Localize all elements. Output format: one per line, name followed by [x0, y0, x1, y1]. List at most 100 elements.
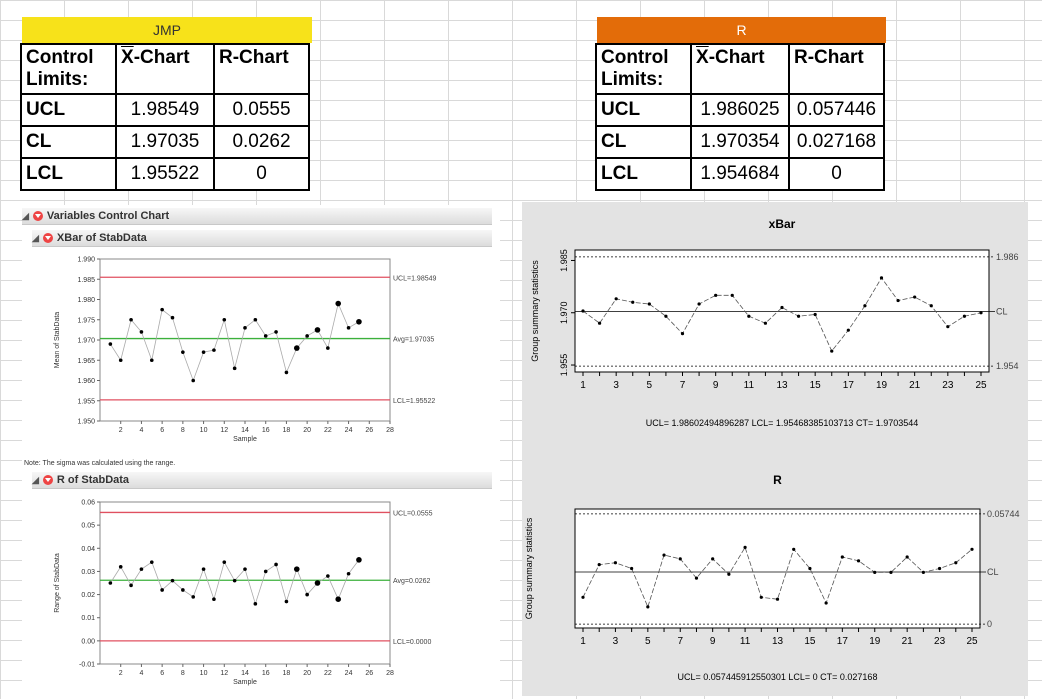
data-point [181, 588, 185, 592]
x-axis-label: Sample [233, 436, 257, 443]
x-tick-label: 2 [119, 427, 123, 434]
x-axis-label: Sample [233, 679, 257, 686]
ucl-right-label: 0.05744 [987, 509, 1020, 519]
col-xbar-chart: X-Chart [690, 43, 790, 95]
data-point [946, 325, 950, 329]
x-tick-label: 15 [804, 636, 816, 647]
data-point [346, 571, 351, 576]
x-tick-label: 5 [647, 380, 653, 391]
data-point [597, 321, 602, 325]
data-point [314, 327, 321, 333]
lcl-right-label: 1.954 [996, 361, 1019, 371]
y-tick-label: 1.990 [77, 257, 95, 264]
data-point [863, 304, 867, 308]
x-tick-label: 6 [160, 427, 164, 434]
y-tick-label: 1.955 [77, 398, 95, 405]
data-point [714, 293, 718, 297]
data-point [879, 276, 884, 280]
x-tick-label: 19 [869, 636, 881, 647]
x-tick-label: 6 [160, 670, 164, 677]
jmp-r-chart: -0.010.000.010.020.030.040.050.062 4 6 8 10 1… [54, 500, 433, 687]
jmp-limits-table: Control Limits: X-Chart R-Chart UCL 1.98… [20, 43, 310, 191]
data-point [326, 346, 330, 350]
x-tick-label: 7 [680, 380, 686, 391]
data-point [274, 330, 278, 334]
x-tick-label: 24 [345, 427, 353, 434]
x-tick-label: 8 [181, 670, 185, 677]
data-point [581, 309, 585, 313]
y-tick-label: 1.985 [559, 249, 569, 272]
control-limit-label: Avg=1.97035 [393, 337, 434, 344]
y-axis-label: Mean of StabData [54, 312, 61, 369]
r-outline-bar[interactable]: ◢ R of StabData [32, 472, 492, 489]
data-point [614, 297, 618, 301]
x-tick-label: 9 [713, 380, 719, 391]
y-tick-label: 0.03 [81, 569, 95, 576]
x-tick-label: 16 [262, 427, 270, 434]
y-tick-label: 0.05 [81, 523, 95, 530]
data-point [962, 314, 967, 318]
r-plot-panel: xBar 1.986 CL 1.954 1.955 1.970 1.985 1 3 5 7 9 11 13… [522, 202, 1028, 696]
plot-frame [99, 501, 391, 665]
data-point [759, 595, 763, 599]
plot-frame [574, 508, 981, 629]
xbar-symbol: X [696, 47, 709, 68]
xbar-outline-bar[interactable]: ◢ XBar of StabData [32, 230, 492, 247]
data-point [808, 566, 812, 571]
ucl-right-label: 1.986 [996, 252, 1019, 262]
data-point [937, 566, 942, 571]
disclosure-icon[interactable]: ◢ [22, 210, 29, 221]
y-tick-label: 1.950 [77, 419, 95, 426]
x-tick-label: 26 [365, 670, 373, 677]
x-tick-label: 15 [810, 380, 822, 391]
x-tick-label: 12 [220, 427, 228, 434]
data-point [743, 545, 747, 549]
data-point [139, 567, 144, 571]
data-point [274, 562, 278, 567]
r-limits-table: Control Limits: X-Chart R-Chart UCL 1.98… [595, 43, 885, 191]
data-point [792, 547, 796, 551]
x-tick-label: 7 [677, 636, 683, 647]
variables-control-chart-bar[interactable]: ◢ Variables Control Chart [22, 208, 492, 225]
data-point [680, 332, 685, 336]
y-tick-label: 1.980 [77, 297, 95, 304]
x-tick-label: 16 [262, 670, 270, 677]
table-row: LCL 1.95522 0 [20, 157, 310, 191]
col-r-chart: R-Chart [213, 43, 310, 95]
data-point [647, 302, 651, 306]
jmp-report-panel: ◢ Variables Control Chart ◢ XBar of Stab… [22, 205, 500, 699]
x-tick-label: 25 [966, 636, 978, 647]
x-tick-label: 1 [580, 380, 586, 391]
red-triangle-menu-icon[interactable] [42, 233, 53, 243]
data-point [118, 565, 123, 569]
data-point [856, 559, 861, 563]
data-point [873, 570, 877, 574]
data-point [664, 314, 668, 318]
data-point [253, 317, 258, 322]
y-tick-label: -0.01 [79, 662, 95, 669]
x-tick-label: 14 [241, 427, 249, 434]
data-point [181, 350, 185, 354]
data-point [118, 358, 123, 363]
data-point [979, 311, 983, 315]
data-point [170, 578, 175, 583]
x-tick-label: 23 [942, 380, 954, 391]
red-triangle-menu-icon[interactable] [42, 475, 53, 485]
red-triangle-menu-icon[interactable] [32, 211, 43, 221]
data-point [356, 557, 362, 563]
table-row: UCL 1.986025 0.057446 [595, 93, 885, 127]
table-row: UCL 1.98549 0.0555 [20, 93, 310, 127]
data-point [201, 567, 206, 571]
disclosure-icon[interactable]: ◢ [32, 474, 39, 485]
data-point [356, 318, 362, 325]
data-point [646, 605, 650, 609]
data-point [630, 566, 634, 571]
data-point [222, 560, 227, 564]
x-tick-label: 4 [139, 670, 143, 677]
disclosure-icon[interactable]: ◢ [32, 232, 39, 243]
x-tick-label: 13 [772, 636, 784, 647]
data-point [243, 567, 247, 571]
data-point [160, 588, 164, 592]
x-tick-label: 11 [740, 636, 751, 647]
